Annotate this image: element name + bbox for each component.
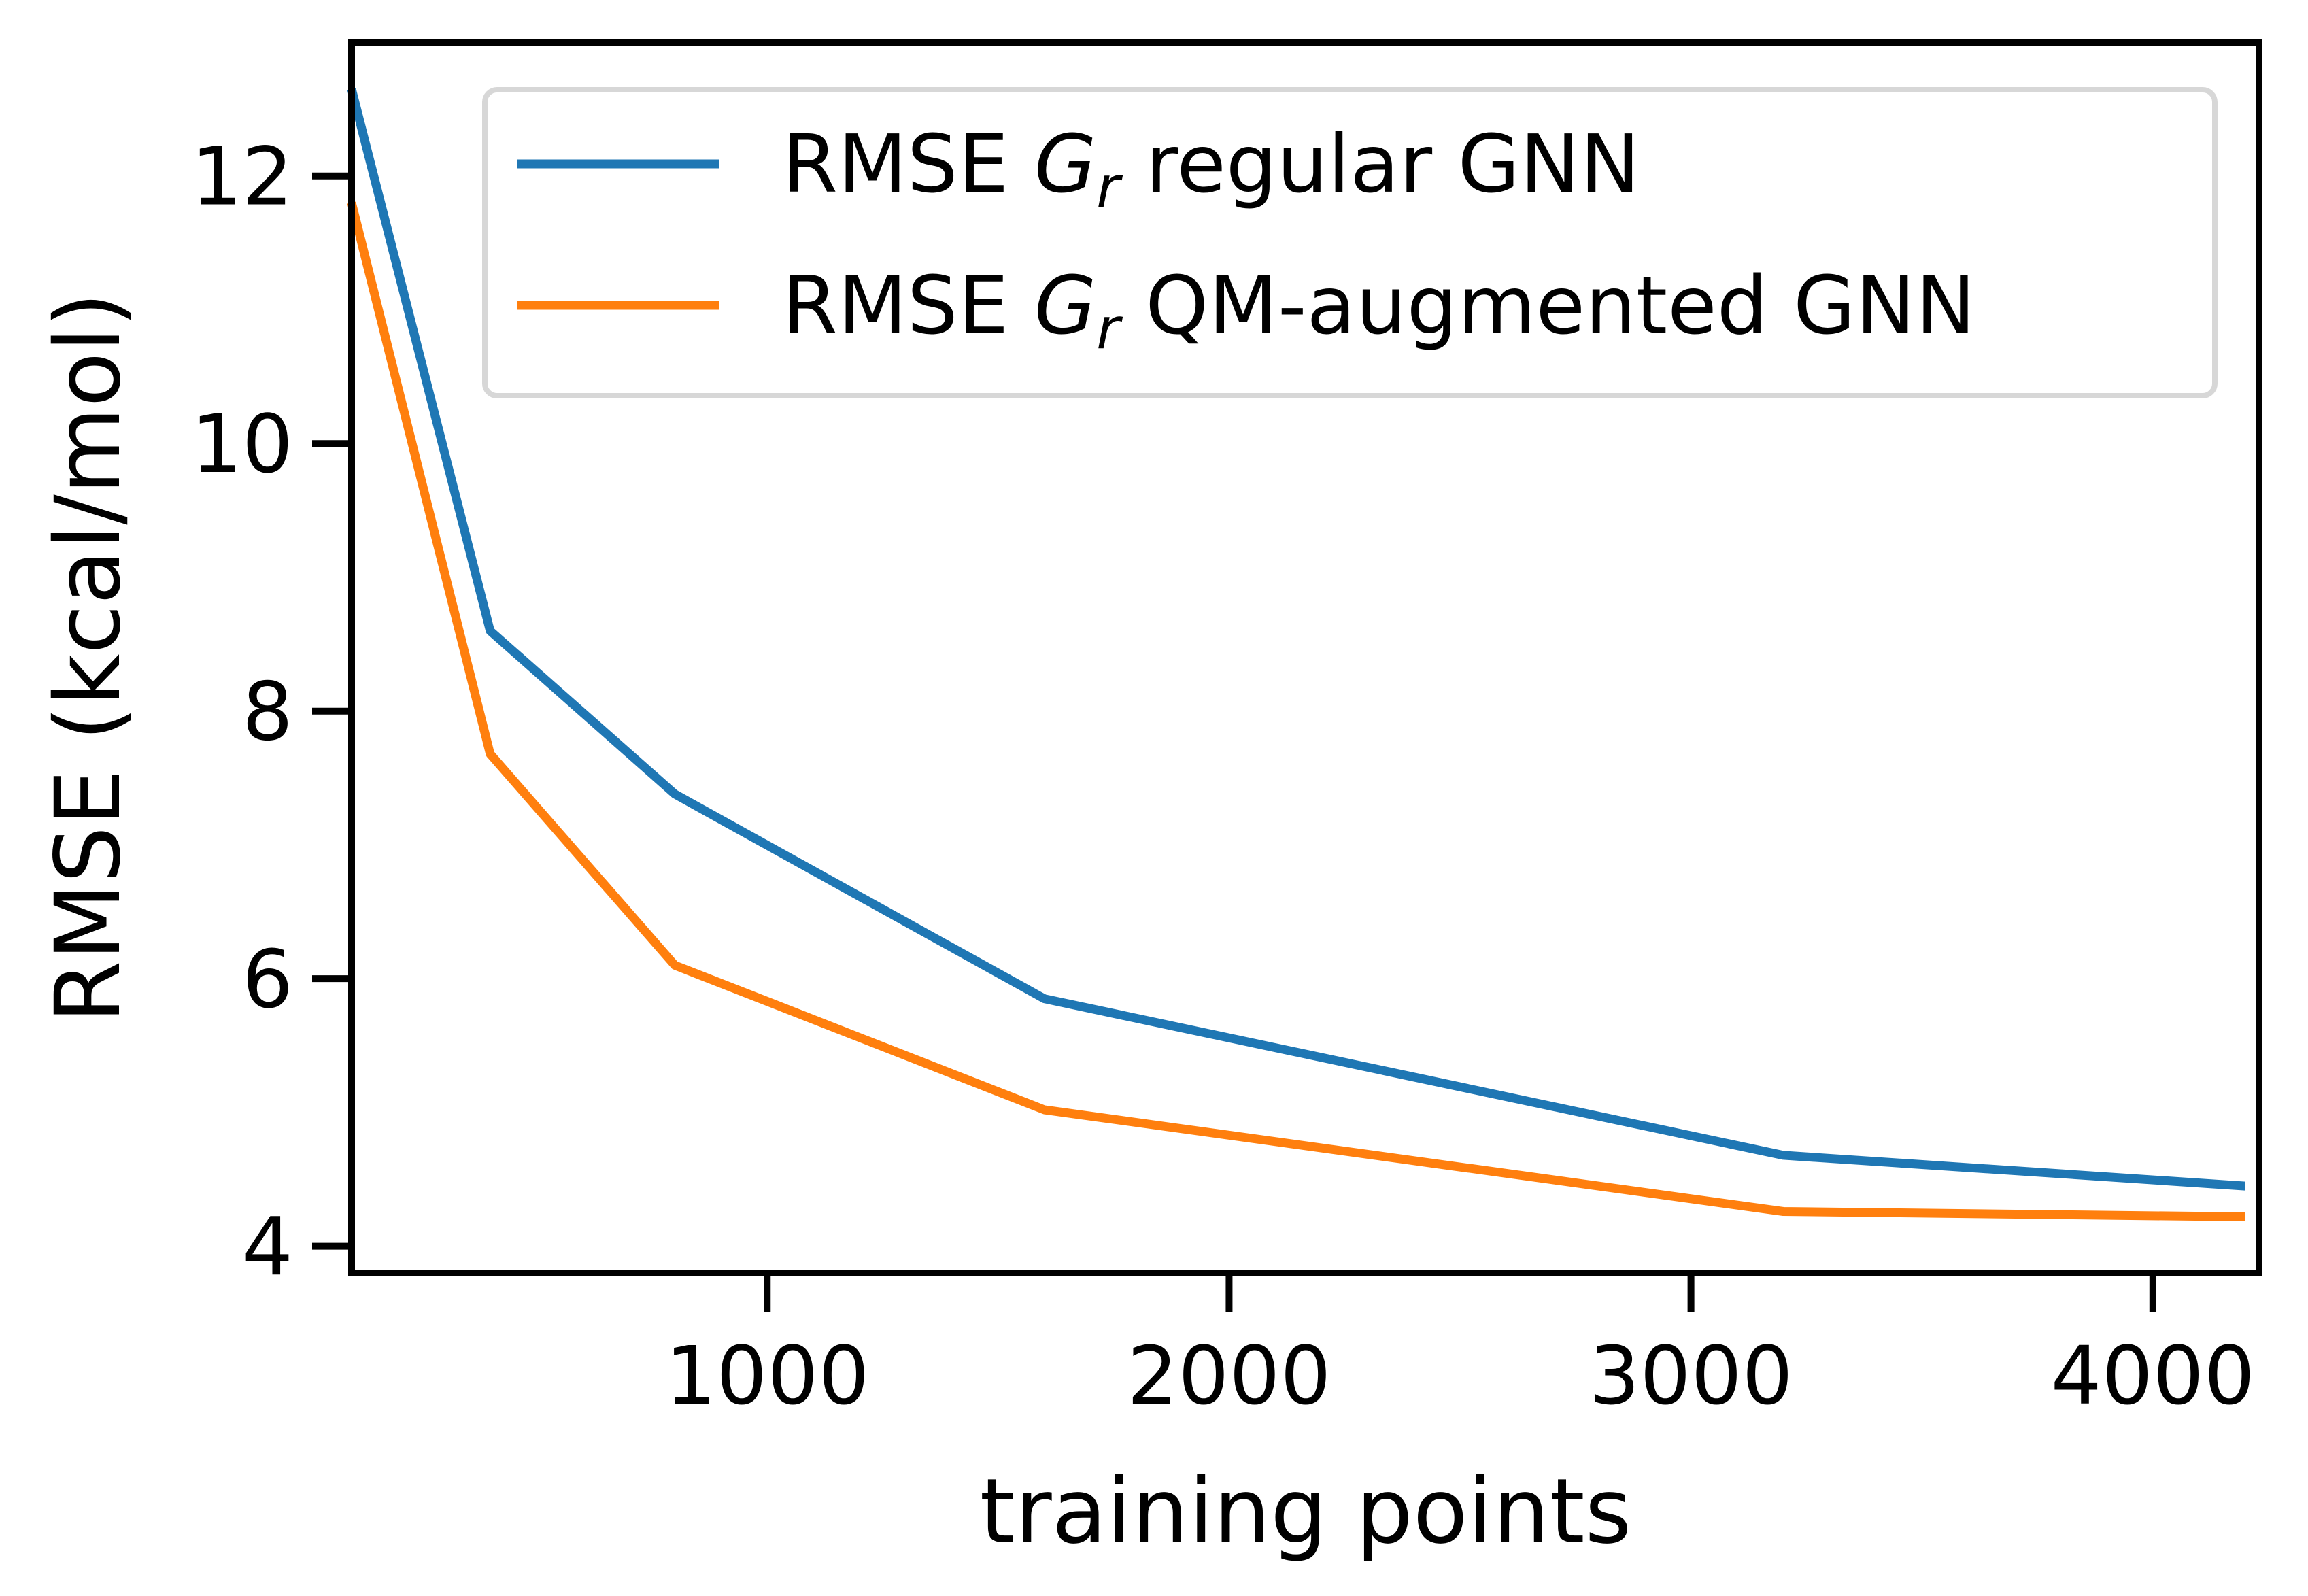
series-line-qm-augmented-gnn (347, 201, 2245, 1221)
x-axis-label: training points (980, 1459, 1632, 1564)
x-tick-label: 4000 (2051, 1329, 2255, 1423)
legend-label-qm: RMSE Gr QM-augmented GNN (782, 258, 1975, 362)
x-tick-label: 2000 (1127, 1329, 1331, 1423)
y-tick-label: 12 (191, 130, 293, 224)
ticks-layer: 1000 2000 3000 4000 4 6 8 10 12 (191, 130, 2255, 1423)
legend: RMSE Gr regular GNN RMSE Gr QM-augmented… (482, 87, 2218, 398)
y-tick-label: 6 (242, 932, 293, 1026)
y-tick-label: 8 (242, 665, 293, 759)
x-tick-label: 1000 (665, 1329, 869, 1423)
series-line-regular-gnn (347, 88, 2246, 1191)
series-layer (347, 88, 2246, 1221)
legend-box (482, 87, 2218, 398)
y-tick-label: 10 (191, 397, 293, 491)
legend-label-regular: RMSE Gr regular GNN (782, 117, 1640, 220)
plot-frame (348, 39, 2262, 1276)
y-axis-label: RMSE (kcal/mol) (36, 292, 141, 1023)
x-tick-label: 3000 (1589, 1329, 1793, 1423)
y-tick-label: 4 (242, 1200, 293, 1294)
